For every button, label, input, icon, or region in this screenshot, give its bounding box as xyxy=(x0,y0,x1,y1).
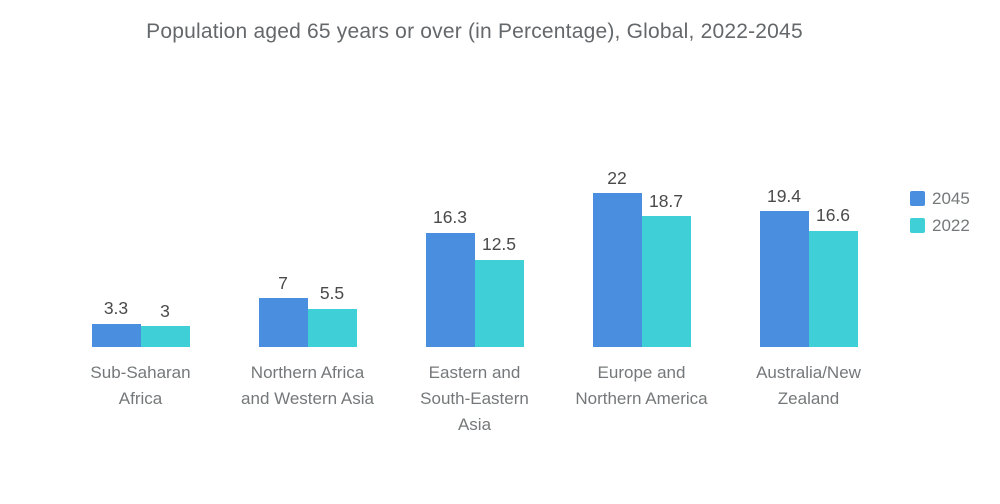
plot-area: 3.3 3 Sub-Saharan Africa 7 5.5 Northern Afric… xyxy=(57,140,892,438)
category-label: Australia/New Zealand xyxy=(756,363,861,408)
legend-item-2022: 2022 xyxy=(910,217,970,234)
value-label: 16.3 xyxy=(432,207,468,228)
bar-pair: 3.3 3 xyxy=(91,140,190,347)
bar-2022 xyxy=(641,216,691,347)
value-label: 18.7 xyxy=(648,190,684,211)
bar-2045 xyxy=(91,323,141,347)
category-label: Europe and Northern America xyxy=(575,363,708,408)
legend-label-2045: 2045 xyxy=(932,189,970,208)
bar-2045 xyxy=(258,298,308,347)
bar-column-2045: 16.3 xyxy=(425,207,475,347)
value-label: 3.3 xyxy=(103,298,129,319)
bar-column-2022: 5.5 xyxy=(307,283,357,347)
bar-group: 19.4 16.6 Australia/New Zealand xyxy=(725,140,892,438)
bar-column-2045: 7 xyxy=(258,272,308,347)
legend: 2045 2022 xyxy=(910,190,970,234)
bar-column-2045: 19.4 xyxy=(759,185,809,347)
legend-swatch-2022 xyxy=(910,218,925,233)
bar-pair: 7 5.5 xyxy=(258,140,357,347)
value-label: 22 xyxy=(607,167,627,188)
bar-group: 22 18.7 Europe and Northern America xyxy=(558,140,725,438)
bar-group: 3.3 3 Sub-Saharan Africa xyxy=(57,140,224,438)
bar-2045 xyxy=(425,232,475,347)
category-label: Northern Africa and Western Asia xyxy=(241,363,374,408)
bar-pair: 22 18.7 xyxy=(592,140,691,347)
bar-column-2022: 18.7 xyxy=(641,190,691,347)
chart-title: Population aged 65 years or over (in Per… xyxy=(146,20,803,43)
bar-column-2045: 22 xyxy=(592,167,642,347)
legend-label-2022: 2022 xyxy=(932,216,970,235)
value-label: 19.4 xyxy=(766,185,802,206)
bar-group: 16.3 12.5 Eastern and South-Eastern Asia xyxy=(391,140,558,438)
bar-2022 xyxy=(140,326,190,347)
legend-item-2045: 2045 xyxy=(910,190,970,207)
bar-2045 xyxy=(759,211,809,347)
value-label: 3 xyxy=(160,300,170,321)
value-label: 7 xyxy=(278,272,288,293)
bar-2022 xyxy=(307,308,357,347)
bar-groups: 3.3 3 Sub-Saharan Africa 7 5.5 Northern Afric… xyxy=(57,140,892,438)
bar-column-2045: 3.3 xyxy=(91,298,141,347)
category-label: Sub-Saharan Africa xyxy=(90,363,191,408)
legend-swatch-2045 xyxy=(910,191,925,206)
bar-2022 xyxy=(808,230,858,347)
bar-column-2022: 3 xyxy=(140,300,190,347)
bar-column-2022: 16.6 xyxy=(808,205,858,347)
bar-pair: 19.4 16.6 xyxy=(759,140,858,347)
value-label: 5.5 xyxy=(319,283,345,303)
value-label: 16.6 xyxy=(815,205,851,226)
bar-column-2022: 12.5 xyxy=(474,234,524,347)
value-label: 12.5 xyxy=(481,234,517,254)
bar-2022 xyxy=(474,259,524,347)
bar-group: 7 5.5 Northern Africa and Western Asia xyxy=(224,140,391,438)
bar-pair: 16.3 12.5 xyxy=(425,140,524,347)
bar-2045 xyxy=(592,193,642,347)
category-label: Eastern and South-Eastern Asia xyxy=(420,363,529,434)
